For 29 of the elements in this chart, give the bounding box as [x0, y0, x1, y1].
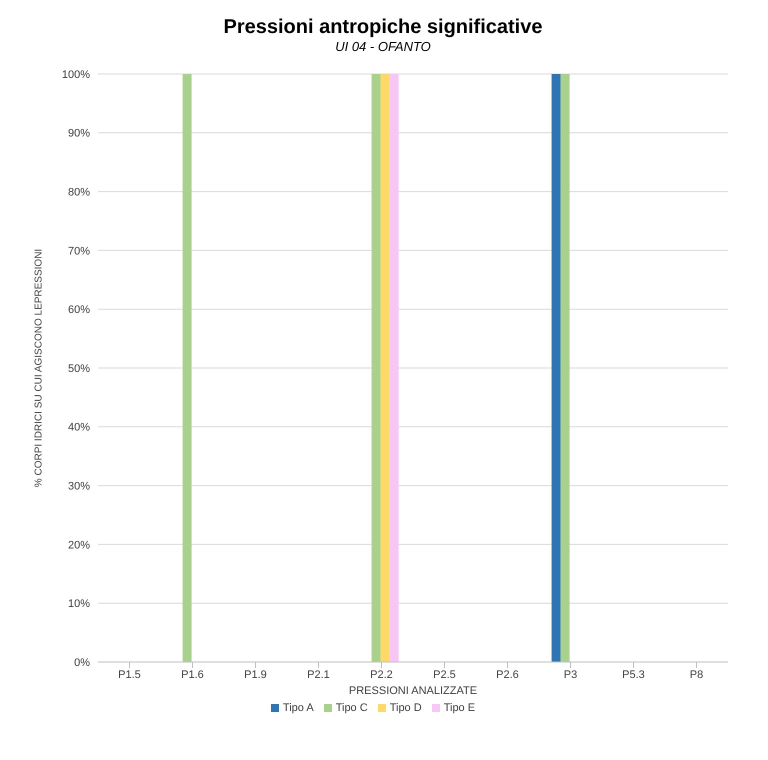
y-tick-label: 100% [62, 68, 90, 81]
y-tick-label: 10% [68, 598, 90, 610]
x-tick-label: P2.5 [433, 668, 456, 681]
x-tick-label: P8 [690, 668, 704, 681]
y-tick-label: 80% [68, 186, 90, 199]
y-tick-label: 40% [68, 422, 90, 434]
legend-label: Tipo D [390, 702, 422, 714]
y-tick-label: 60% [68, 304, 90, 316]
chart-title: Pressioni antropiche significative [222, 16, 544, 39]
x-axis-title: PRESSIONI ANALIZZATE [348, 685, 478, 697]
x-tick-label: P1.5 [118, 668, 141, 681]
y-axis-title: % CORPI IDRICI SU CUI AGISCONO LEPRESSIONI [34, 248, 45, 488]
x-tick-label: P2.2 [370, 668, 393, 681]
y-tick-label: 90% [68, 128, 90, 140]
y-tick-label: 20% [68, 539, 90, 552]
x-tick-label: P2.1 [307, 668, 330, 681]
legend-label: Tipo C [336, 702, 368, 714]
x-tick-label: P2.6 [496, 668, 519, 681]
x-tick-label: P1.6 [181, 668, 204, 681]
legend-label: Tipo E [444, 702, 476, 714]
x-tick-label: P3 [564, 668, 578, 681]
y-tick-label: 30% [68, 480, 90, 493]
y-tick-label: 70% [68, 245, 90, 258]
x-tick-label: P1.9 [244, 668, 267, 681]
y-tick-label: 50% [68, 362, 90, 375]
x-tick-label: P5.3 [622, 668, 645, 681]
chart-subtitle: UI 04 - OFANTO [334, 39, 432, 54]
legend-label: Tipo A [282, 702, 314, 714]
y-tick-label: 0% [74, 656, 90, 669]
